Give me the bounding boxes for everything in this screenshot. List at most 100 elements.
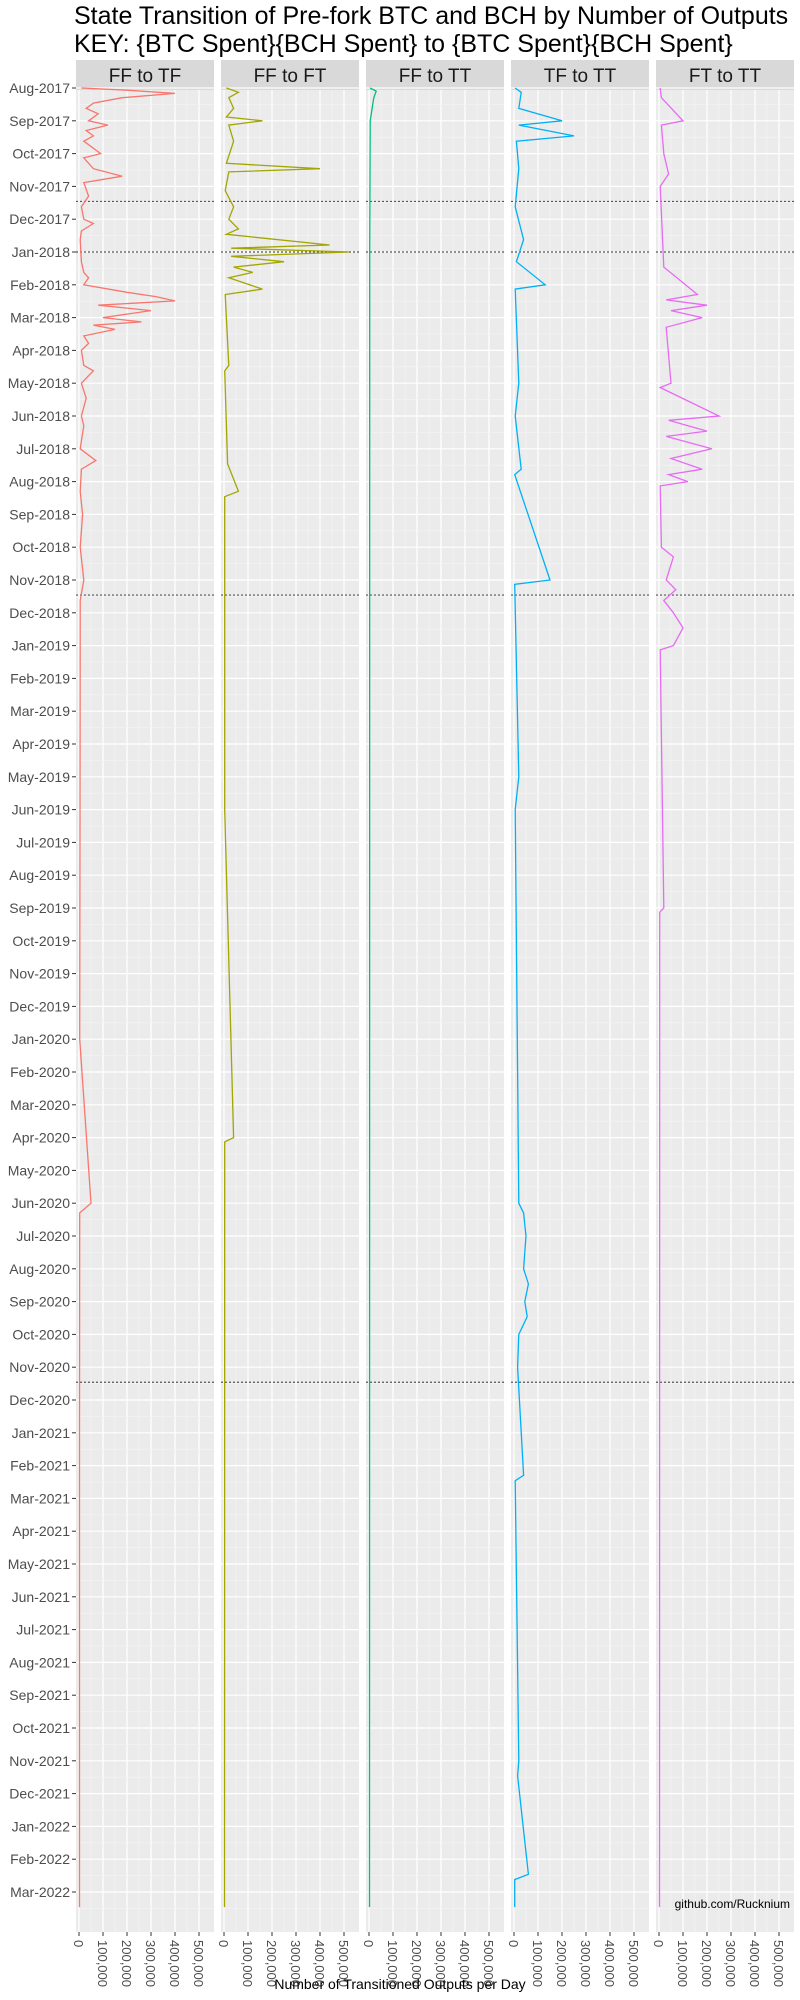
y-tick-label: Dec-2019 <box>9 998 70 1014</box>
y-tick-label: Mar-2018 <box>10 310 70 326</box>
x-tick-label: 200,000 <box>409 1940 424 1987</box>
x-tick-label: 100,000 <box>385 1940 400 1987</box>
panel-background <box>221 90 359 1932</box>
x-tick-label: 400,000 <box>747 1940 762 1987</box>
x-tick-label: 300,000 <box>723 1940 738 1987</box>
x-tick-label: 300,000 <box>288 1940 303 1987</box>
y-tick-label: Jul-2018 <box>16 441 70 457</box>
facet-label: FF to TF <box>109 66 181 87</box>
chart-title: State Transition of Pre-fork BTC and BCH… <box>74 2 789 30</box>
facet-label: FF to FT <box>254 66 327 87</box>
y-tick-label: Apr-2018 <box>12 342 70 358</box>
y-tick-label: Jan-2022 <box>12 1818 71 1834</box>
y-tick-label: Mar-2021 <box>10 1490 70 1506</box>
x-tick-label: 200,000 <box>554 1940 569 1987</box>
x-tick-label: 200,000 <box>699 1940 714 1987</box>
x-tick-label: 0 <box>71 1940 86 1947</box>
x-tick-label: 0 <box>651 1940 666 1947</box>
series-line-ff-to-tf <box>78 87 176 1908</box>
x-tick-label: 300,000 <box>433 1940 448 1987</box>
panel-background <box>366 90 504 1932</box>
y-tick-label: Sep-2019 <box>9 900 70 916</box>
x-tick-label: 0 <box>361 1940 376 1947</box>
panel-background <box>656 90 794 1932</box>
facet-strip <box>656 60 794 90</box>
facet-label: TF to TT <box>544 66 617 87</box>
y-tick-label: Mar-2020 <box>10 1097 70 1113</box>
y-tick-label: Jan-2018 <box>12 244 71 260</box>
x-tick-label: 100,000 <box>675 1940 690 1987</box>
x-tick-label: 300,000 <box>578 1940 593 1987</box>
y-tick-label: Jan-2019 <box>12 638 71 654</box>
x-tick-label: 400,000 <box>312 1940 327 1987</box>
x-tick-label: 300,000 <box>143 1940 158 1987</box>
y-tick-label: Nov-2019 <box>9 966 70 982</box>
facet-strip <box>76 60 214 90</box>
y-tick-label: Aug-2021 <box>9 1654 70 1670</box>
y-tick-label: Sep-2018 <box>9 506 70 522</box>
y-tick-label: Feb-2022 <box>10 1851 70 1867</box>
series-line-ff-to-tt <box>368 87 378 1908</box>
y-tick-label: Apr-2020 <box>12 1130 70 1146</box>
chart-subtitle: KEY: {BTC Spent}{BCH Spent} to {BTC Spen… <box>74 30 733 58</box>
x-tick-label: 400,000 <box>457 1940 472 1987</box>
y-tick-label: Feb-2018 <box>10 277 70 293</box>
series-line-tf-to-tt <box>513 87 575 1908</box>
y-tick-label: May-2018 <box>8 375 70 391</box>
facet-strip <box>511 60 649 90</box>
y-tick-label: Apr-2019 <box>12 736 70 752</box>
y-tick-label: Jul-2019 <box>16 834 70 850</box>
y-tick-label: Sep-2020 <box>9 1294 70 1310</box>
x-tick-label: 500,000 <box>626 1940 641 1987</box>
x-tick-label: 0 <box>216 1940 231 1947</box>
panel-background <box>76 90 214 1932</box>
panel-background <box>511 90 649 1932</box>
y-tick-label: May-2021 <box>8 1556 70 1572</box>
y-tick-label: Jun-2020 <box>12 1195 71 1211</box>
y-tick-label: Jan-2021 <box>12 1425 71 1441</box>
x-tick-label: 100,000 <box>240 1940 255 1987</box>
y-tick-label: Dec-2018 <box>9 605 70 621</box>
x-tick-label: 0 <box>506 1940 521 1947</box>
y-tick-label: Nov-2017 <box>9 178 70 194</box>
x-axis-title: Number of Transitioned Outputs per Day <box>274 1976 526 1992</box>
y-tick-label: Oct-2018 <box>12 539 70 555</box>
series-line-ft-to-tt <box>658 87 722 1908</box>
y-tick-label: Feb-2020 <box>10 1064 70 1080</box>
y-tick-label: Jun-2021 <box>12 1589 71 1605</box>
facet-label: FF to TT <box>399 66 472 87</box>
y-tick-label: Sep-2017 <box>9 113 70 129</box>
y-tick-label: Dec-2020 <box>9 1392 70 1408</box>
y-tick-label: Jul-2020 <box>16 1228 70 1244</box>
x-tick-label: 200,000 <box>264 1940 279 1987</box>
y-tick-label: Dec-2017 <box>9 211 70 227</box>
y-tick-label: Jun-2018 <box>12 408 71 424</box>
y-tick-label: Jan-2020 <box>12 1031 71 1047</box>
y-tick-label: Oct-2021 <box>12 1720 70 1736</box>
x-tick-label: 500,000 <box>771 1940 786 1987</box>
y-tick-label: Aug-2020 <box>9 1261 70 1277</box>
y-tick-label: Mar-2019 <box>10 703 70 719</box>
x-tick-label: 500,000 <box>336 1940 351 1987</box>
y-tick-label: Apr-2021 <box>12 1523 70 1539</box>
x-tick-label: 100,000 <box>95 1940 110 1987</box>
series-line-ff-to-ft <box>223 87 349 1908</box>
y-tick-label: Oct-2020 <box>12 1326 70 1342</box>
y-tick-label: Oct-2017 <box>12 146 70 162</box>
x-tick-label: 400,000 <box>167 1940 182 1987</box>
facet-label: FT to TT <box>689 66 762 87</box>
y-tick-label: Nov-2020 <box>9 1359 70 1375</box>
y-tick-label: Aug-2018 <box>9 474 70 490</box>
y-tick-label: Jun-2019 <box>12 802 71 818</box>
y-tick-label: May-2020 <box>8 1162 70 1178</box>
y-tick-label: Aug-2017 <box>9 80 70 96</box>
chart-title-block: State Transition of Pre-fork BTC and BCH… <box>74 2 794 58</box>
y-tick-label: Dec-2021 <box>9 1786 70 1802</box>
y-tick-label: Feb-2021 <box>10 1458 70 1474</box>
facet-strip <box>366 60 504 90</box>
y-tick-label: Feb-2019 <box>10 670 70 686</box>
x-tick-label: 500,000 <box>191 1940 206 1987</box>
y-tick-label: Nov-2021 <box>9 1753 70 1769</box>
facet-strip <box>221 60 359 90</box>
